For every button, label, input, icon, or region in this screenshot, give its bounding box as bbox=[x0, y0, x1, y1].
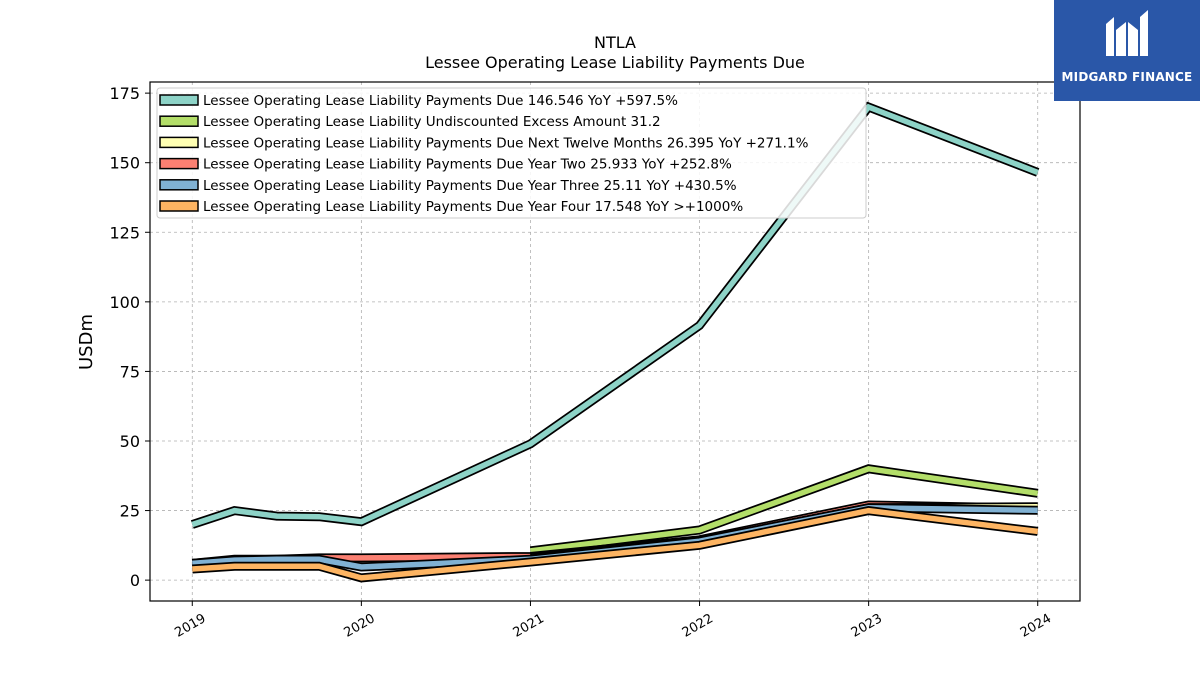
brand-logo: MIDGARD FINANCE bbox=[1054, 0, 1200, 101]
legend-swatch bbox=[159, 179, 199, 191]
x-tick-label: 2023 bbox=[849, 611, 885, 641]
y-tick-label: 150 bbox=[109, 154, 140, 173]
y-tick-label: 50 bbox=[120, 432, 140, 451]
legend-label: Lessee Operating Lease Liability Undisco… bbox=[203, 114, 661, 130]
legend-label: Lessee Operating Lease Liability Payment… bbox=[203, 157, 732, 173]
series-layer bbox=[190, 101, 1040, 583]
legend-swatch bbox=[159, 136, 199, 149]
y-tick-label: 100 bbox=[109, 293, 140, 312]
legend: Lessee Operating Lease Liability Payment… bbox=[156, 87, 867, 219]
x-tick-label: 2020 bbox=[342, 611, 378, 641]
chart-title: NTLA bbox=[594, 33, 636, 52]
x-tick-label: 2022 bbox=[680, 611, 716, 641]
chart-subtitle: Lessee Operating Lease Liability Payment… bbox=[425, 53, 805, 72]
y-axis-label: USDm bbox=[76, 314, 97, 370]
x-tick-label: 2024 bbox=[1018, 611, 1054, 641]
legend-box bbox=[156, 87, 867, 219]
y-tick-label: 125 bbox=[109, 223, 140, 242]
x-tick-label: 2021 bbox=[511, 611, 547, 641]
legend-swatch bbox=[159, 94, 199, 106]
plot-frame bbox=[149, 81, 1081, 602]
legend-label: Lessee Operating Lease Liability Payment… bbox=[203, 135, 809, 151]
y-tick-label: 25 bbox=[120, 502, 140, 521]
y-tick-label: 0 bbox=[130, 571, 140, 590]
legend-swatch bbox=[159, 200, 199, 212]
brand-name: MIDGARD FINANCE bbox=[1061, 70, 1193, 84]
legend-swatch bbox=[159, 157, 199, 170]
legend-label: Lessee Operating Lease Liability Payment… bbox=[203, 178, 737, 194]
series-line bbox=[192, 507, 1039, 581]
midgard-logo-icon bbox=[1106, 10, 1148, 56]
y-axis: 0 25 50 75 100 125 150 175 bbox=[109, 84, 150, 590]
series-line bbox=[530, 465, 1039, 554]
y-tick-label: 75 bbox=[120, 362, 140, 381]
legend-label: Lessee Operating Lease Liability Payment… bbox=[203, 93, 678, 109]
x-tick-label: 2019 bbox=[172, 611, 208, 641]
legend-label: Lessee Operating Lease Liability Payment… bbox=[203, 199, 743, 215]
x-axis: 2019 2020 2021 2022 2023 2024 bbox=[172, 601, 1054, 641]
y-tick-label: 175 bbox=[109, 84, 140, 103]
legend-swatch bbox=[159, 115, 199, 127]
